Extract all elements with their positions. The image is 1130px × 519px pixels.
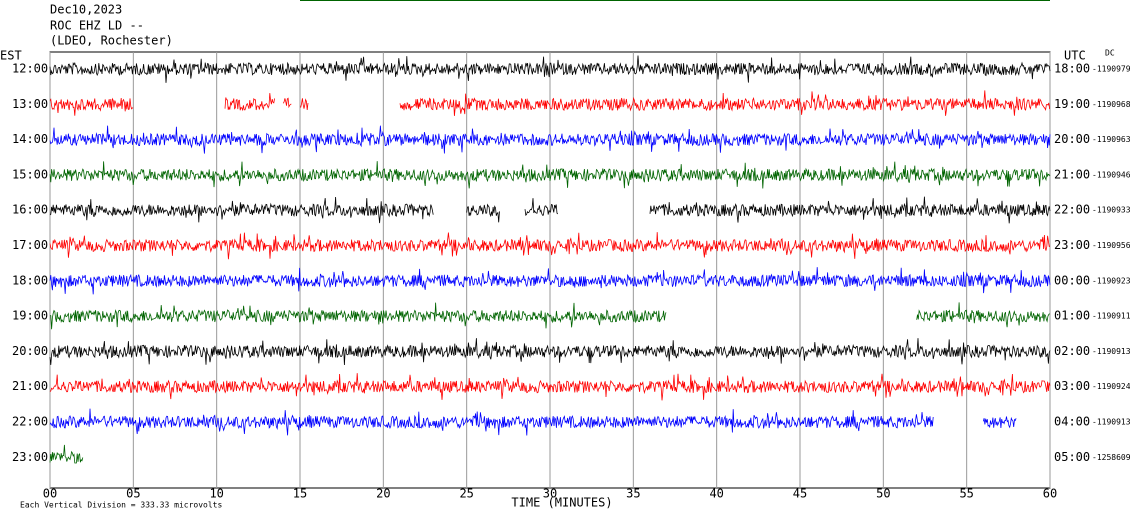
left-hour-label: 12:00 xyxy=(12,62,48,76)
offset-label: -1190956 xyxy=(1092,241,1130,250)
trace-segment xyxy=(649,196,1051,224)
x-tick-label: 40 xyxy=(709,487,723,501)
left-hour-label: 13:00 xyxy=(12,97,48,111)
trace-segment xyxy=(299,98,309,111)
x-tick-label: 05 xyxy=(126,487,140,501)
left-hour-label: 18:00 xyxy=(12,273,48,287)
left-hour-label: 23:00 xyxy=(12,450,48,464)
right-axis-title: UTC xyxy=(1064,49,1086,63)
offset-title: DC xyxy=(1105,49,1115,58)
trace-segment xyxy=(49,338,1051,366)
trace-segment xyxy=(982,416,1017,429)
trace-segment xyxy=(916,302,1050,328)
x-tick-label: 00 xyxy=(43,487,57,501)
left-hour-label: 16:00 xyxy=(12,203,48,217)
trace-segment xyxy=(399,90,1050,116)
right-hour-label: 02:00 xyxy=(1054,344,1090,358)
title-line: ROC EHZ LD -- xyxy=(50,19,144,33)
trace-segment xyxy=(466,203,500,223)
x-tick-label: 30 xyxy=(543,487,557,501)
trace-segment xyxy=(224,93,275,112)
left-hour-label: 22:00 xyxy=(12,415,48,429)
x-tick-label: 50 xyxy=(876,487,890,501)
x-tick-label: 45 xyxy=(793,487,807,501)
left-hour-label: 17:00 xyxy=(12,238,48,252)
offset-label: -1190963 xyxy=(1092,135,1130,144)
offset-label: -1258609 xyxy=(1092,453,1130,462)
trace-segment xyxy=(49,373,1051,401)
right-hour-label: 22:00 xyxy=(1054,203,1090,217)
right-hour-label: 18:00 xyxy=(1054,62,1090,76)
right-hour-label: 03:00 xyxy=(1054,379,1090,393)
offset-label: -1190923 xyxy=(1092,276,1130,285)
x-tick-label: 10 xyxy=(209,487,223,501)
x-tick-label: 60 xyxy=(1043,487,1057,501)
left-hour-label: 14:00 xyxy=(12,132,48,146)
footer: Each Vertical Division = 333.33 microvol… xyxy=(20,501,222,510)
trace-segment xyxy=(49,97,134,116)
x-tick-label: 55 xyxy=(959,487,973,501)
trace-segment xyxy=(49,408,934,436)
x-axis-title: TIME (MINUTES) xyxy=(511,496,612,510)
trace-segment xyxy=(49,125,1051,154)
offset-label: -1190946 xyxy=(1092,170,1130,179)
right-hour-label: 23:00 xyxy=(1054,238,1090,252)
offset-label: -1190933 xyxy=(1092,206,1130,215)
offset-label: -1190924 xyxy=(1092,382,1130,391)
x-tick-label: 35 xyxy=(626,487,640,501)
offset-label: -1190913 xyxy=(1092,418,1130,427)
offset-label: -1190911 xyxy=(1092,312,1130,321)
right-hour-label: 05:00 xyxy=(1054,450,1090,464)
x-tick-label: 25 xyxy=(459,487,473,501)
trace-segment xyxy=(49,196,434,224)
offset-label: -1190979 xyxy=(1092,65,1130,74)
trace-segment xyxy=(49,267,1051,295)
trace-segment xyxy=(524,198,559,217)
x-tick-label: 20 xyxy=(376,487,390,501)
trace-segment xyxy=(49,55,1051,83)
trace-segment xyxy=(49,302,667,330)
left-hour-label: 20:00 xyxy=(12,344,48,358)
right-hour-label: 01:00 xyxy=(1054,309,1090,323)
offset-label: -1190968 xyxy=(1092,100,1130,109)
trace-segment xyxy=(49,232,1051,260)
x-tick-label: 15 xyxy=(293,487,307,501)
right-hour-label: 00:00 xyxy=(1054,273,1090,287)
trace-segment xyxy=(282,97,292,109)
right-hour-label: 21:00 xyxy=(1054,167,1090,181)
title-line: (LDEO, Rochester) xyxy=(50,34,173,48)
left-hour-label: 15:00 xyxy=(12,167,48,181)
offset-label: -1190913 xyxy=(1092,347,1130,356)
left-hour-label: 21:00 xyxy=(12,379,48,393)
left-axis-title: EST xyxy=(0,49,22,63)
trace-segment xyxy=(49,161,1051,189)
trace-segment xyxy=(49,444,84,464)
right-hour-label: 19:00 xyxy=(1054,97,1090,111)
title-line: Dec10,2023 xyxy=(50,3,122,17)
left-hour-label: 19:00 xyxy=(12,309,48,323)
right-hour-label: 20:00 xyxy=(1054,132,1090,146)
right-hour-label: 04:00 xyxy=(1054,415,1090,429)
